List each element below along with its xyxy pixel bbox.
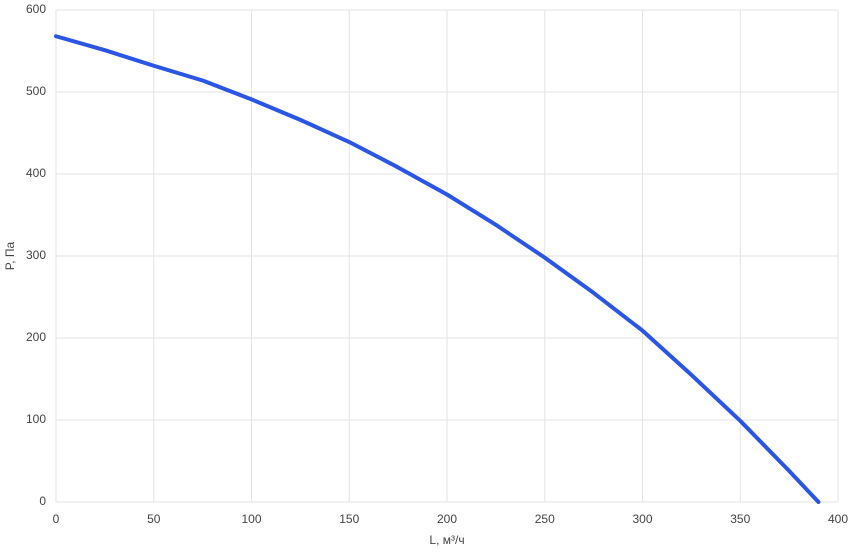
y-tick-label: 300 xyxy=(26,248,46,262)
x-tick-label: 150 xyxy=(339,512,359,526)
y-tick-label: 0 xyxy=(39,494,46,508)
x-tick-label: 400 xyxy=(828,512,848,526)
x-tick-label: 50 xyxy=(147,512,161,526)
x-tick-label: 200 xyxy=(437,512,457,526)
y-tick-label: 200 xyxy=(26,330,46,344)
y-tick-label: 600 xyxy=(26,2,46,16)
data-line xyxy=(54,34,821,504)
y-axis-label: P, Па xyxy=(3,241,17,270)
x-tick-label: 300 xyxy=(632,512,652,526)
y-tick-label: 500 xyxy=(26,84,46,98)
x-axis-label: L, м³/ч xyxy=(429,533,464,547)
y-tick-label: 100 xyxy=(26,412,46,426)
y-tick-label: 400 xyxy=(26,166,46,180)
x-tick-label: 100 xyxy=(241,512,261,526)
x-tick-label: 350 xyxy=(730,512,750,526)
x-tick-label: 0 xyxy=(53,512,60,526)
x-tick-label: 250 xyxy=(535,512,555,526)
